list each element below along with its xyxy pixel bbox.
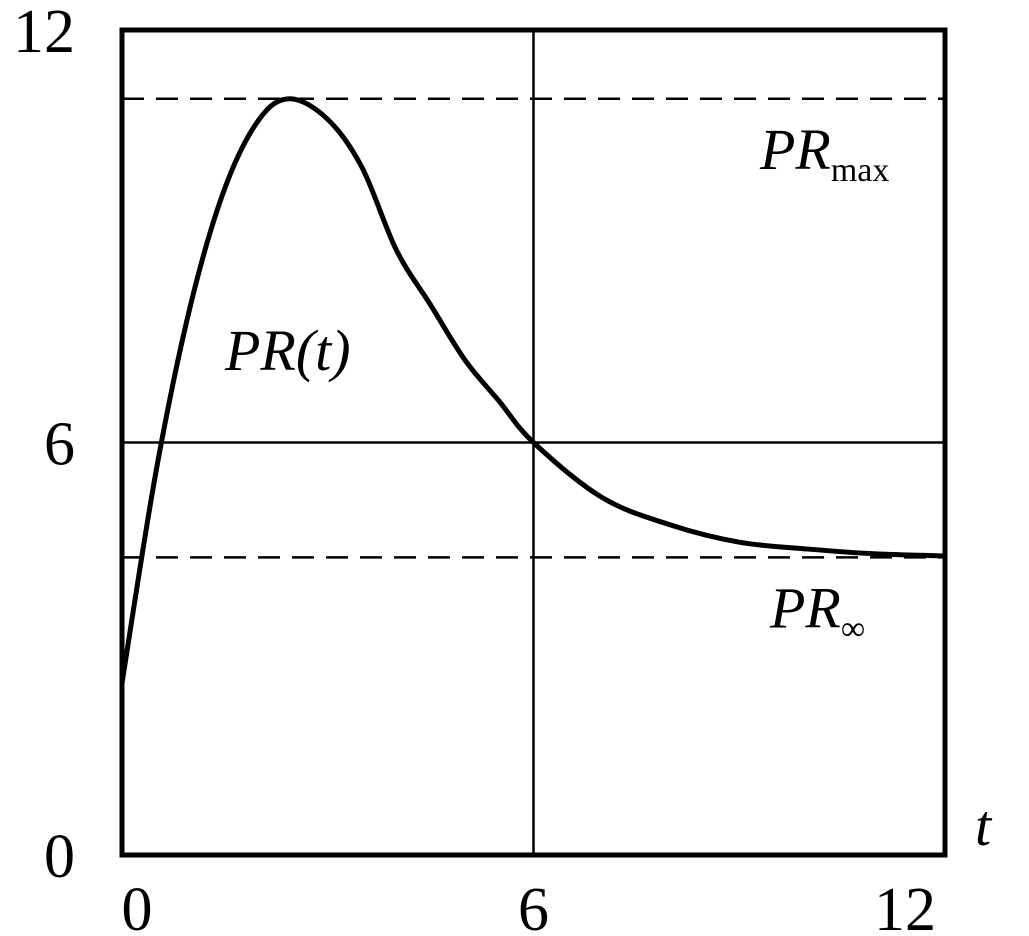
- x-axis-label: t: [975, 793, 993, 858]
- series-label: PR(t): [224, 318, 351, 383]
- reference-label-main: PR: [769, 575, 841, 640]
- plot-frame: [119, 27, 948, 858]
- reference-label: PR∞: [769, 575, 865, 647]
- y-tick-label: 0: [44, 823, 75, 891]
- series-line: [119, 96, 946, 684]
- y-tick-label: 6: [44, 411, 75, 479]
- y-tick-label: 12: [13, 0, 75, 66]
- reference-label-main: PR: [759, 117, 831, 182]
- x-tick-label: 12: [874, 876, 936, 936]
- reference-label: PRmax: [759, 117, 889, 189]
- reference-label-sub: max: [831, 152, 890, 189]
- x-tick-label: 6: [518, 876, 549, 936]
- reference-label-sub: ∞: [841, 610, 865, 647]
- x-tick-label: 0: [122, 876, 153, 936]
